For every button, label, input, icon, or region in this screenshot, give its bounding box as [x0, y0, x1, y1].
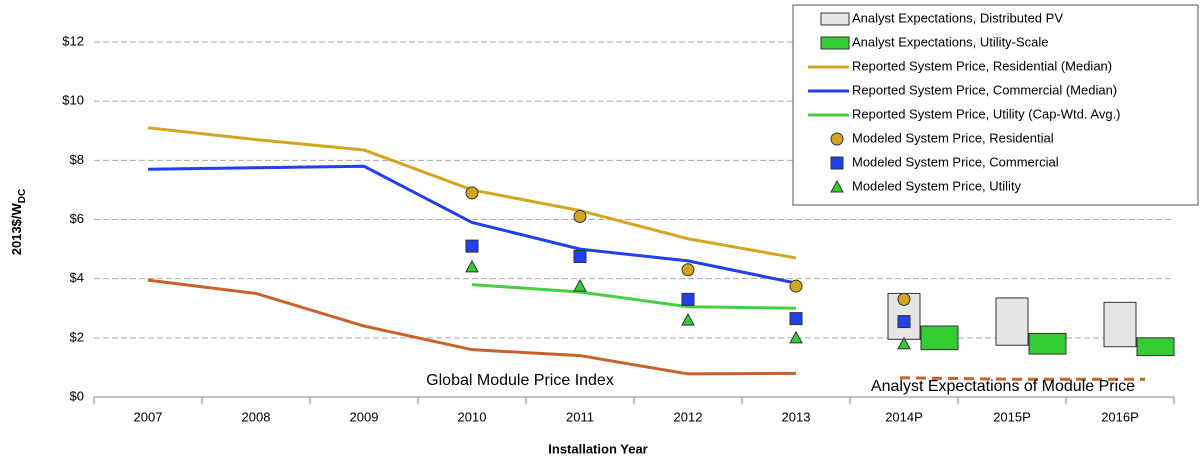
- x-tick-label: 2010: [458, 409, 487, 424]
- y-tick-label: $6: [70, 211, 84, 226]
- legend-swatch: [830, 156, 844, 170]
- legend-box: [792, 4, 1199, 206]
- dashed-line: [899, 376, 1145, 381]
- legend-label: Modeled System Price, Commercial: [852, 154, 1059, 169]
- x-tick-label: 2013: [782, 409, 811, 424]
- line: [147, 164, 797, 285]
- range-bar: [1028, 332, 1067, 355]
- range-bar: [920, 325, 959, 351]
- y-axis-title-sub: DC: [17, 189, 28, 203]
- range-bar: [1136, 337, 1175, 357]
- marker-square: [573, 249, 587, 263]
- legend-label: Reported System Price, Utility (Cap-Wtd.…: [852, 106, 1121, 121]
- marker-triangle: [681, 313, 695, 326]
- marker-square: [789, 312, 803, 326]
- marker-circle: [681, 263, 695, 277]
- marker-triangle: [573, 279, 587, 292]
- y-tick-label: $0: [70, 388, 84, 403]
- legend-swatch: [820, 12, 850, 26]
- x-tick-label: 2007: [134, 409, 163, 424]
- x-axis-title: Installation Year: [548, 441, 647, 456]
- x-tick-label: 2014P: [885, 409, 923, 424]
- x-tick-label: 2008: [242, 409, 271, 424]
- legend-label: Analyst Expectations, Distributed PV: [852, 10, 1063, 25]
- annotation: Global Module Price Index: [426, 372, 614, 389]
- marker-triangle: [789, 330, 803, 344]
- marker-square: [681, 292, 695, 306]
- line: [471, 283, 797, 310]
- x-tick-label: 2015P: [993, 409, 1031, 424]
- x-tick-label: 2016P: [1101, 409, 1139, 424]
- y-tick-label: $12: [62, 33, 84, 48]
- line: [147, 278, 797, 376]
- legend-label: Analyst Expectations, Utility-Scale: [852, 34, 1049, 49]
- marker-circle: [897, 292, 911, 306]
- y-tick-label: $2: [70, 329, 84, 344]
- marker-circle: [789, 279, 803, 293]
- range-bar: [1103, 301, 1137, 348]
- x-tick-label: 2012: [674, 409, 703, 424]
- range-bar: [995, 297, 1029, 346]
- legend-swatch: [830, 179, 844, 193]
- legend-label: Modeled System Price, Utility: [852, 178, 1022, 193]
- x-tick-label: 2009: [350, 409, 379, 424]
- y-axis-title-main: 2013$/W: [9, 202, 24, 255]
- legend-swatch: [830, 132, 844, 146]
- y-tick-label: $10: [62, 93, 84, 108]
- x-tick-label: 2011: [566, 409, 594, 424]
- marker-circle: [465, 186, 479, 200]
- y-tick-label: $4: [70, 270, 84, 285]
- marker-square: [465, 239, 479, 253]
- marker-triangle: [465, 259, 479, 273]
- marker-triangle: [897, 336, 911, 350]
- legend-label: Reported System Price, Commercial (Media…: [852, 82, 1117, 97]
- legend-swatch: [820, 36, 850, 50]
- y-axis-title: 2013$/WDC: [9, 189, 27, 256]
- legend-label: Reported System Price, Residential (Medi…: [852, 58, 1112, 73]
- marker-circle: [573, 210, 587, 224]
- legend-label: Modeled System Price, Residential: [852, 130, 1054, 145]
- annotation: Analyst Expectations of Module Price: [871, 378, 1135, 395]
- y-tick-label: $8: [70, 152, 84, 167]
- marker-square: [897, 315, 911, 329]
